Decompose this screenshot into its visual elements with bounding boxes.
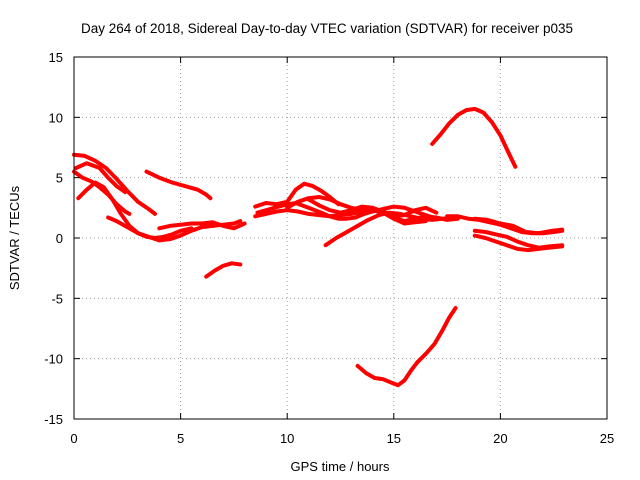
series-arc-4 — [74, 161, 128, 195]
series-arc-7 — [157, 220, 247, 231]
series-arc-16 — [355, 306, 458, 388]
y-tick-label: -15 — [44, 412, 63, 427]
series-arc-10 — [253, 181, 341, 209]
x-tick-label: 15 — [387, 431, 401, 446]
series-arc-19 — [472, 233, 565, 253]
y-tick-label: -5 — [51, 291, 63, 306]
y-tick-label: 5 — [56, 171, 63, 186]
x-tick-label: 25 — [600, 431, 614, 446]
x-tick-label: 0 — [70, 431, 77, 446]
series-arc-9 — [253, 208, 460, 224]
series-arc-15 — [430, 106, 518, 169]
series-arc-13 — [306, 197, 439, 219]
x-tick-labels: 0 5 10 15 20 25 — [70, 431, 614, 446]
series-arc-14 — [323, 210, 456, 248]
series-arc-20 — [472, 216, 565, 236]
axis-ticks — [73, 56, 608, 420]
chart-title: Day 264 of 2018, Sidereal Day-to-day VTE… — [81, 21, 573, 36]
data-series — [72, 106, 565, 388]
x-tick-label: 5 — [177, 431, 184, 446]
y-tick-label: 0 — [56, 231, 63, 246]
x-axis-label: GPS time / hours — [291, 459, 390, 474]
y-tick-label: 15 — [49, 50, 63, 65]
series-arc-8 — [204, 261, 243, 279]
y-tick-label: 10 — [49, 110, 63, 125]
y-axis-label: SDTVAR / TECUs — [7, 185, 22, 290]
series-arc-5 — [144, 169, 213, 201]
x-tick-label: 10 — [280, 431, 294, 446]
series-arc-1 — [72, 152, 157, 216]
y-tick-label: -10 — [44, 352, 63, 367]
x-tick-label: 20 — [493, 431, 507, 446]
series-arc-2 — [72, 169, 132, 216]
y-tick-labels: -15 -10 -5 0 5 10 15 — [44, 50, 63, 427]
